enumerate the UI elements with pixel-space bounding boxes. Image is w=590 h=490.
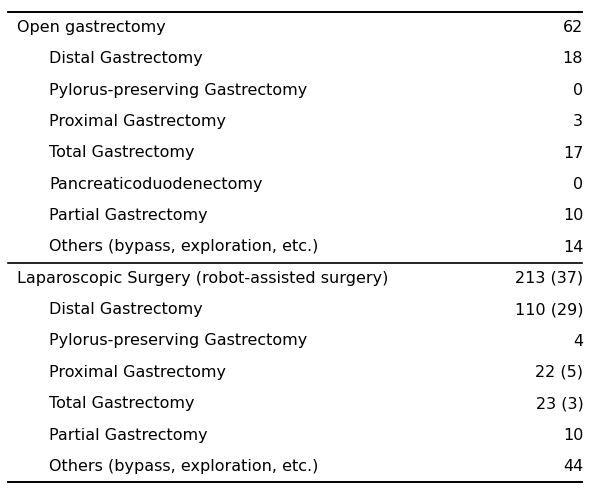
Text: Others (bypass, exploration, etc.): Others (bypass, exploration, etc.)	[50, 240, 319, 254]
Text: Distal Gastrectomy: Distal Gastrectomy	[50, 51, 203, 67]
Text: Others (bypass, exploration, etc.): Others (bypass, exploration, etc.)	[50, 459, 319, 474]
Text: 3: 3	[573, 114, 584, 129]
Text: Open gastrectomy: Open gastrectomy	[17, 20, 166, 35]
Text: 213 (37): 213 (37)	[515, 271, 584, 286]
Text: 110 (29): 110 (29)	[514, 302, 584, 317]
Text: Pylorus-preserving Gastrectomy: Pylorus-preserving Gastrectomy	[50, 83, 307, 98]
Text: Laparoscopic Surgery (robot-assisted surgery): Laparoscopic Surgery (robot-assisted sur…	[17, 271, 388, 286]
Text: 44: 44	[563, 459, 584, 474]
Text: Total Gastrectomy: Total Gastrectomy	[50, 146, 195, 161]
Text: Pancreaticoduodenectomy: Pancreaticoduodenectomy	[50, 177, 263, 192]
Text: Pylorus-preserving Gastrectomy: Pylorus-preserving Gastrectomy	[50, 334, 307, 348]
Text: 0: 0	[573, 83, 584, 98]
Text: Distal Gastrectomy: Distal Gastrectomy	[50, 302, 203, 317]
Text: 18: 18	[563, 51, 584, 67]
Text: 4: 4	[573, 334, 584, 348]
Text: 10: 10	[563, 208, 584, 223]
Text: Proximal Gastrectomy: Proximal Gastrectomy	[50, 114, 227, 129]
Text: Partial Gastrectomy: Partial Gastrectomy	[50, 208, 208, 223]
Text: 14: 14	[563, 240, 584, 254]
Text: 0: 0	[573, 177, 584, 192]
Text: 17: 17	[563, 146, 584, 161]
Text: 22 (5): 22 (5)	[535, 365, 584, 380]
Text: 10: 10	[563, 427, 584, 442]
Text: 23 (3): 23 (3)	[536, 396, 584, 411]
Text: 62: 62	[563, 20, 584, 35]
Text: Total Gastrectomy: Total Gastrectomy	[50, 396, 195, 411]
Text: Partial Gastrectomy: Partial Gastrectomy	[50, 427, 208, 442]
Text: Proximal Gastrectomy: Proximal Gastrectomy	[50, 365, 227, 380]
